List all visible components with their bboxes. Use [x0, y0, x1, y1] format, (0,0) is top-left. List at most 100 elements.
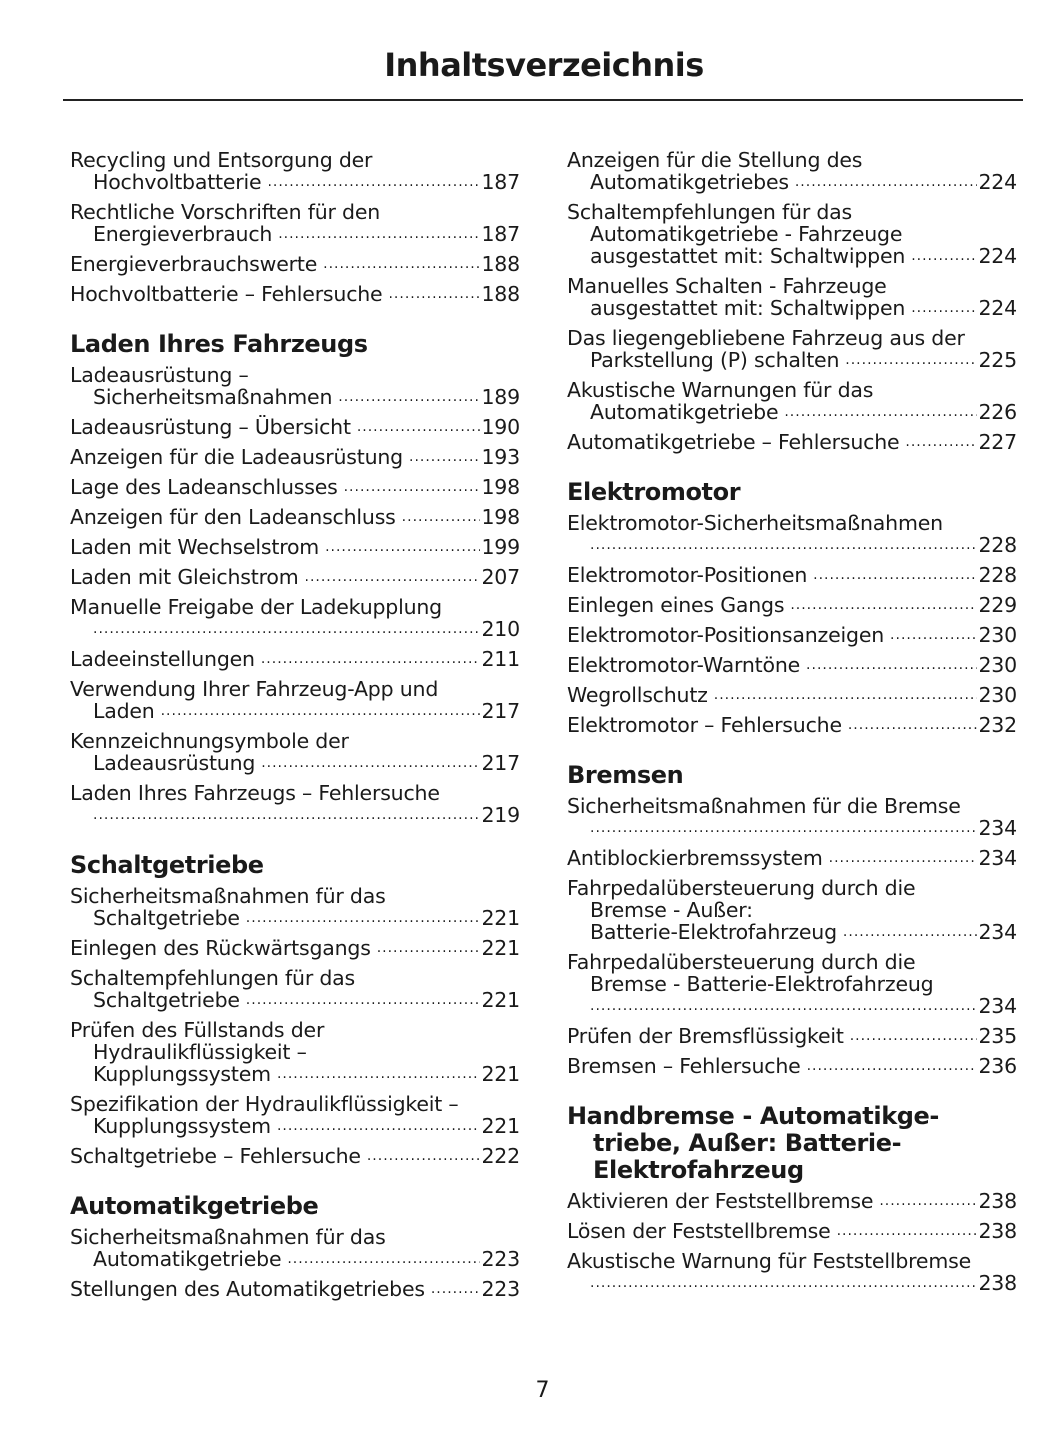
toc-entry[interactable]: Manuelles Schalten - Fahrzeuge ausgestatt… — [567, 275, 1017, 319]
toc-entry-text: Elektromotor-Positionen — [567, 563, 808, 587]
toc-entry[interactable]: Akustische Warnungen für das Automatikget… — [567, 379, 1017, 423]
toc-page-number: 188 — [481, 282, 520, 306]
dot-leader — [807, 1055, 978, 1077]
toc-entry-text: Stellungen des Automatikgetriebes — [70, 1277, 425, 1301]
toc-entry[interactable]: Bremsen – Fehlersuche 236 — [567, 1055, 1017, 1077]
toc-entry[interactable]: Einlegen des Rückwärtsgangs 221 — [70, 937, 520, 959]
dot-leader — [590, 995, 977, 1017]
toc-entry[interactable]: Schaltempfehlungen für das Schaltgetriebe… — [70, 967, 520, 1011]
toc-entry[interactable]: Laden mit Gleichstrom 207 — [70, 566, 520, 588]
toc-entry[interactable]: Fahrpedalübersteuerung durch die Bremse -… — [567, 877, 1017, 943]
toc-page-number: 226 — [978, 400, 1017, 424]
toc-entry[interactable]: Laden Ihres Fahrzeugs – Fehlersuche 219 — [70, 782, 520, 826]
toc-entry[interactable]: Lösen der Feststellbremse 238 — [567, 1220, 1017, 1242]
toc-entry-text: Elektromotor – Fehlersuche — [567, 713, 842, 737]
toc-entry-text: Schaltgetriebe — [93, 906, 240, 930]
dot-leader — [590, 817, 977, 839]
toc-entry[interactable]: Prüfen der Bremsflüssigkeit 235 — [567, 1025, 1017, 1047]
toc-entry[interactable]: Einlegen eines Gangs 229 — [567, 594, 1017, 616]
toc-entry[interactable]: Lage des Ladeanschlusses 198 — [70, 476, 520, 498]
toc-entry[interactable]: Spezifikation der Hydraulikflüssigkeit –… — [70, 1093, 520, 1137]
toc-entry[interactable]: Fahrpedalübersteuerung durch die Bremse -… — [567, 951, 1017, 1017]
toc-entry[interactable]: Akustische Warnung für Feststellbremse 23… — [567, 1250, 1017, 1294]
toc-entry[interactable]: Ladeeinstellungen 211 — [70, 648, 520, 670]
toc-entry[interactable]: Das liegengebliebene Fahrzeug aus der Par… — [567, 327, 1017, 371]
dot-leader — [845, 349, 977, 371]
toc-entry[interactable]: Elektromotor-Positionsanzeigen 230 — [567, 624, 1017, 646]
dot-leader — [590, 534, 977, 556]
dot-leader — [409, 446, 480, 468]
dot-leader — [377, 937, 481, 959]
toc-entry[interactable]: Stellungen des Automatikgetriebes 223 — [70, 1278, 520, 1300]
toc-entry-text: Lage des Ladeanschlusses — [70, 475, 338, 499]
dot-leader — [338, 386, 480, 408]
toc-entry[interactable]: Ladeausrüstung –Sicherheitsmaßnahmen 189 — [70, 364, 520, 408]
toc-entry[interactable]: Manuelle Freigabe der Ladekupplung 210 — [70, 596, 520, 640]
toc-entry[interactable]: Schaltempfehlungen für das Automatikgetri… — [567, 201, 1017, 267]
toc-entry[interactable]: Anzeigen für den Ladeanschluss 198 — [70, 506, 520, 528]
dot-leader — [402, 506, 481, 528]
dot-leader — [806, 654, 977, 676]
toc-entry-text: Schaltgetriebe – Fehlersuche — [70, 1144, 361, 1168]
toc-entry-text: Energieverbrauch — [93, 222, 273, 246]
toc-entry[interactable]: Anzeigen für die Stellung des Automatikge… — [567, 149, 1017, 193]
toc-entry[interactable]: Schaltgetriebe – Fehlersuche 222 — [70, 1145, 520, 1167]
toc-entry[interactable]: Prüfen des Füllstands der Hydraulikflüssi… — [70, 1019, 520, 1085]
toc-entry-text: Sicherheitsmaßnahmen — [93, 385, 333, 409]
dot-leader — [367, 1145, 481, 1167]
toc-entry[interactable]: Energieverbrauchswerte 188 — [70, 253, 520, 275]
dot-leader — [277, 1063, 481, 1085]
toc-entry[interactable]: Elektromotor-Sicherheitsmaßnahmen 228 — [567, 512, 1017, 556]
toc-entry[interactable]: Automatikgetriebe – Fehlersuche 227 — [567, 431, 1017, 453]
toc-entry[interactable]: Rechtliche Vorschriften für den Energieve… — [70, 201, 520, 245]
toc-entry-text: Ladeausrüstung — [93, 751, 256, 775]
toc-page-number: 224 — [978, 244, 1017, 268]
toc-page-number: 221 — [481, 1062, 520, 1086]
page-number: 7 — [535, 1378, 550, 1403]
toc-page-number: 221 — [481, 988, 520, 1012]
toc-entry[interactable]: Hochvoltbatterie – Fehlersuche 188 — [70, 283, 520, 305]
toc-page-number: 228 — [978, 533, 1017, 557]
toc-page-number: 193 — [481, 445, 520, 469]
dot-leader — [890, 624, 977, 646]
toc-entry-text: ausgestattet mit: Schaltwippen — [590, 296, 906, 320]
toc-page-number: 210 — [481, 617, 520, 641]
toc-entry[interactable]: Elektromotor – Fehlersuche 232 — [567, 714, 1017, 736]
dot-leader — [843, 921, 978, 943]
toc-page-number: 190 — [481, 415, 520, 439]
toc-entry[interactable]: Laden mit Wechselstrom 199 — [70, 536, 520, 558]
toc-page-number: 224 — [978, 296, 1017, 320]
toc-entry[interactable]: Aktivieren der Feststellbremse 238 — [567, 1190, 1017, 1212]
toc-page-number: 222 — [481, 1144, 520, 1168]
dot-leader — [323, 253, 480, 275]
toc-entry-text: Laden Ihres Fahrzeugs – Fehlersuche — [70, 781, 440, 805]
toc-entry[interactable]: Wegrollschutz 230 — [567, 684, 1017, 706]
toc-page-number: 207 — [481, 565, 520, 589]
toc-entry[interactable]: Sicherheitsmaßnahmen für das Schaltgetrie… — [70, 885, 520, 929]
toc-page-number: 217 — [481, 699, 520, 723]
toc-entry-text: Manuelles Schalten - Fahrzeuge — [567, 274, 887, 298]
toc-entry-text: Elektromotor-Positionsanzeigen — [567, 623, 885, 647]
toc-entry-text: Aktivieren der Feststellbremse — [567, 1189, 874, 1213]
toc-entry[interactable]: Sicherheitsmaßnahmen für die Bremse 234 — [567, 795, 1017, 839]
toc-entry[interactable]: Ladeausrüstung – Übersicht 190 — [70, 416, 520, 438]
dot-leader — [161, 700, 481, 722]
dot-leader — [837, 1220, 978, 1242]
toc-page-number: 234 — [978, 994, 1017, 1018]
toc-entry[interactable]: Antiblockierbremssystem 234 — [567, 847, 1017, 869]
toc-entry-text: Elektromotor-Warntöne — [567, 653, 801, 677]
toc-entry[interactable]: Elektromotor-Warntöne 230 — [567, 654, 1017, 676]
toc-entry-text: Batterie-Elektrofahrzeug — [590, 920, 837, 944]
toc-page-number: 221 — [481, 906, 520, 930]
toc-entry-text: Anzeigen für die Stellung des — [567, 148, 863, 172]
toc-entry-text: Einlegen eines Gangs — [567, 593, 785, 617]
toc-entry[interactable]: Anzeigen für die Ladeausrüstung 193 — [70, 446, 520, 468]
toc-entry[interactable]: Elektromotor-Positionen 228 — [567, 564, 1017, 586]
dot-leader — [261, 752, 480, 774]
toc-entry-text: Bremsen – Fehlersuche — [567, 1054, 801, 1078]
toc-entry[interactable]: Recycling und Entsorgung der Hochvoltbatt… — [70, 149, 520, 193]
toc-entry[interactable]: Sicherheitsmaßnahmen für das Automatikget… — [70, 1226, 520, 1270]
toc-page-number: 198 — [481, 505, 520, 529]
